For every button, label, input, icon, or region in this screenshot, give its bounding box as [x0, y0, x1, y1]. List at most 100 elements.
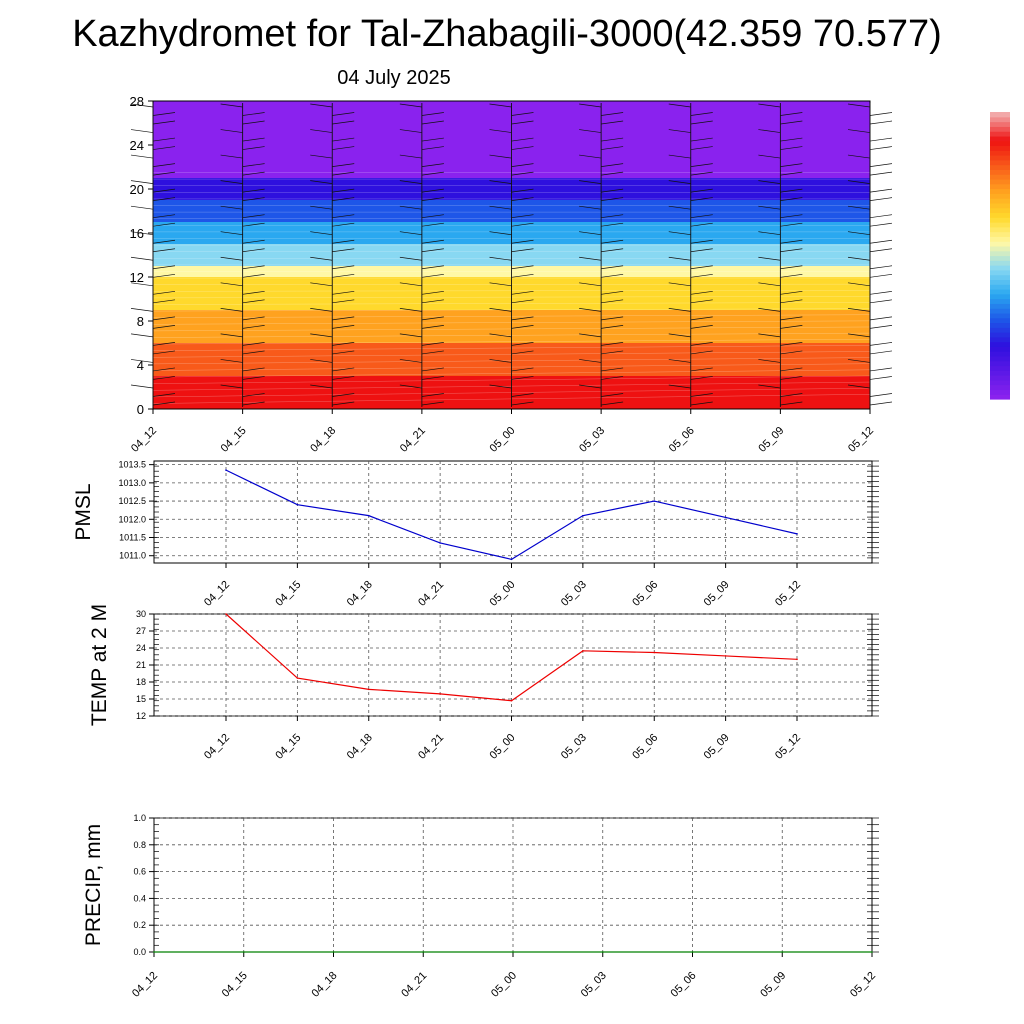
wind-barb: [421, 316, 444, 321]
temp-x-tick-label-05_06: 05_06: [630, 732, 660, 762]
precip-x-tick-label-05_03: 05_03: [579, 970, 609, 1000]
colorbar-segment: [990, 312, 1010, 319]
colorbar-segment: [990, 226, 1010, 233]
colorbar-segment: [990, 145, 1010, 151]
wind-barb: [690, 112, 713, 116]
wind-barb: [152, 146, 176, 150]
wind-barb: [780, 163, 803, 167]
temp-data-point: [796, 658, 798, 661]
wind-barb: [421, 112, 444, 116]
date-subtitle: 04 July 2025: [337, 67, 450, 89]
precip-data-point: [601, 951, 604, 953]
wind-barb: [601, 222, 624, 227]
colorbar-segment: [990, 121, 1010, 127]
precip-data-point: [153, 951, 155, 953]
wind-barb: [399, 180, 422, 184]
wind-barb: [489, 205, 512, 210]
wind-barb: [690, 146, 713, 150]
wind-barb: [152, 197, 176, 202]
colorbar-segment: [990, 332, 1010, 338]
heatmap-y-tick-label-8: 8: [137, 314, 144, 329]
wind-barb: [869, 239, 893, 244]
wind-barb: [242, 146, 265, 150]
wind-barb: [399, 205, 422, 210]
temp-data-point: [225, 613, 227, 615]
colorbar-segment: [990, 279, 1010, 285]
temp-x-tick-label-04_18: 04_18: [345, 732, 375, 762]
wind-barb: [421, 376, 444, 380]
precip-x-tick-label-04_21: 04_21: [399, 970, 429, 1000]
wind-barb: [421, 401, 444, 406]
wind-barb: [847, 282, 871, 287]
colorbar-segment: [990, 159, 1010, 166]
wind-barb: [152, 290, 176, 295]
wind-barb: [511, 188, 534, 193]
wind-barb: [489, 282, 512, 287]
temp-y-tick-label-12: 12: [136, 711, 146, 721]
wind-barb: [847, 359, 871, 363]
colorbar-segment: [990, 131, 1010, 137]
wind-barb: [310, 129, 333, 133]
pmsl-x-tick-label-05_06: 05_06: [630, 579, 660, 609]
wind-barb: [489, 129, 512, 133]
wind-barb: [511, 367, 534, 372]
heatmap-y-tick-label-28: 28: [130, 94, 144, 109]
wind-barb: [511, 197, 534, 202]
temp-x-tick-label-04_15: 04_15: [273, 732, 303, 762]
wind-barb: [152, 393, 176, 397]
heatmap-x-tick-label-04_12: 04_12: [129, 425, 159, 455]
heatmap-y-tick-label-4: 4: [137, 358, 144, 373]
wind-barb: [758, 205, 781, 210]
wind-barb: [130, 180, 154, 184]
wind-barb: [780, 393, 803, 397]
heatmap-y-tick-label-24: 24: [130, 138, 144, 153]
wind-barb: [579, 154, 602, 159]
wind-barb: [310, 307, 333, 312]
wind-barb: [511, 239, 534, 244]
wind-barb: [601, 248, 624, 253]
wind-barb: [332, 239, 355, 244]
wind-barb: [421, 265, 444, 270]
wind-barb: [601, 146, 624, 150]
wind-barb: [847, 384, 871, 389]
wind-barb: [511, 316, 534, 321]
wind-barb: [332, 325, 355, 329]
wind-barb: [758, 359, 781, 363]
precip-data-point: [332, 951, 335, 953]
temp-y-axis-label: TEMP at 2 M: [88, 604, 111, 726]
wind-barb: [152, 214, 176, 219]
wind-barb: [758, 333, 781, 338]
colorbar-segment: [990, 245, 1010, 252]
wind-barb: [601, 171, 624, 176]
colorbar-segment: [990, 174, 1010, 180]
wind-barb: [601, 112, 624, 116]
colorbar-segment: [990, 140, 1010, 147]
pmsl-x-tick-label-05_09: 05_09: [702, 579, 732, 609]
temp-y-tick-label-30: 30: [136, 609, 146, 619]
colorbar-segment: [990, 375, 1010, 381]
wind-barb: [579, 333, 602, 338]
heatmap-y-tick-label-0: 0: [137, 402, 144, 417]
temp-data-point: [582, 650, 584, 652]
wind-barb: [579, 256, 602, 261]
wind-barb: [152, 163, 176, 167]
wind-barb: [130, 359, 154, 363]
wind-barb: [780, 188, 803, 193]
wind-barb: [332, 137, 355, 142]
wind-barb: [421, 239, 444, 244]
wind-barb: [152, 171, 176, 176]
colorbar-segment: [990, 346, 1010, 352]
wind-barb: [421, 188, 444, 193]
wind-barb: [869, 214, 893, 219]
wind-barb: [511, 112, 534, 116]
wind-barb: [601, 367, 624, 372]
wind-barb: [601, 350, 624, 355]
colorbar-segment: [990, 370, 1010, 376]
wind-barb: [780, 273, 803, 278]
colorbar-segment: [990, 178, 1010, 185]
wind-barb: [511, 290, 534, 295]
wind-barb: [668, 282, 691, 287]
wind-barb: [421, 137, 444, 142]
wind-barb: [511, 265, 534, 270]
wind-barb: [421, 367, 444, 372]
